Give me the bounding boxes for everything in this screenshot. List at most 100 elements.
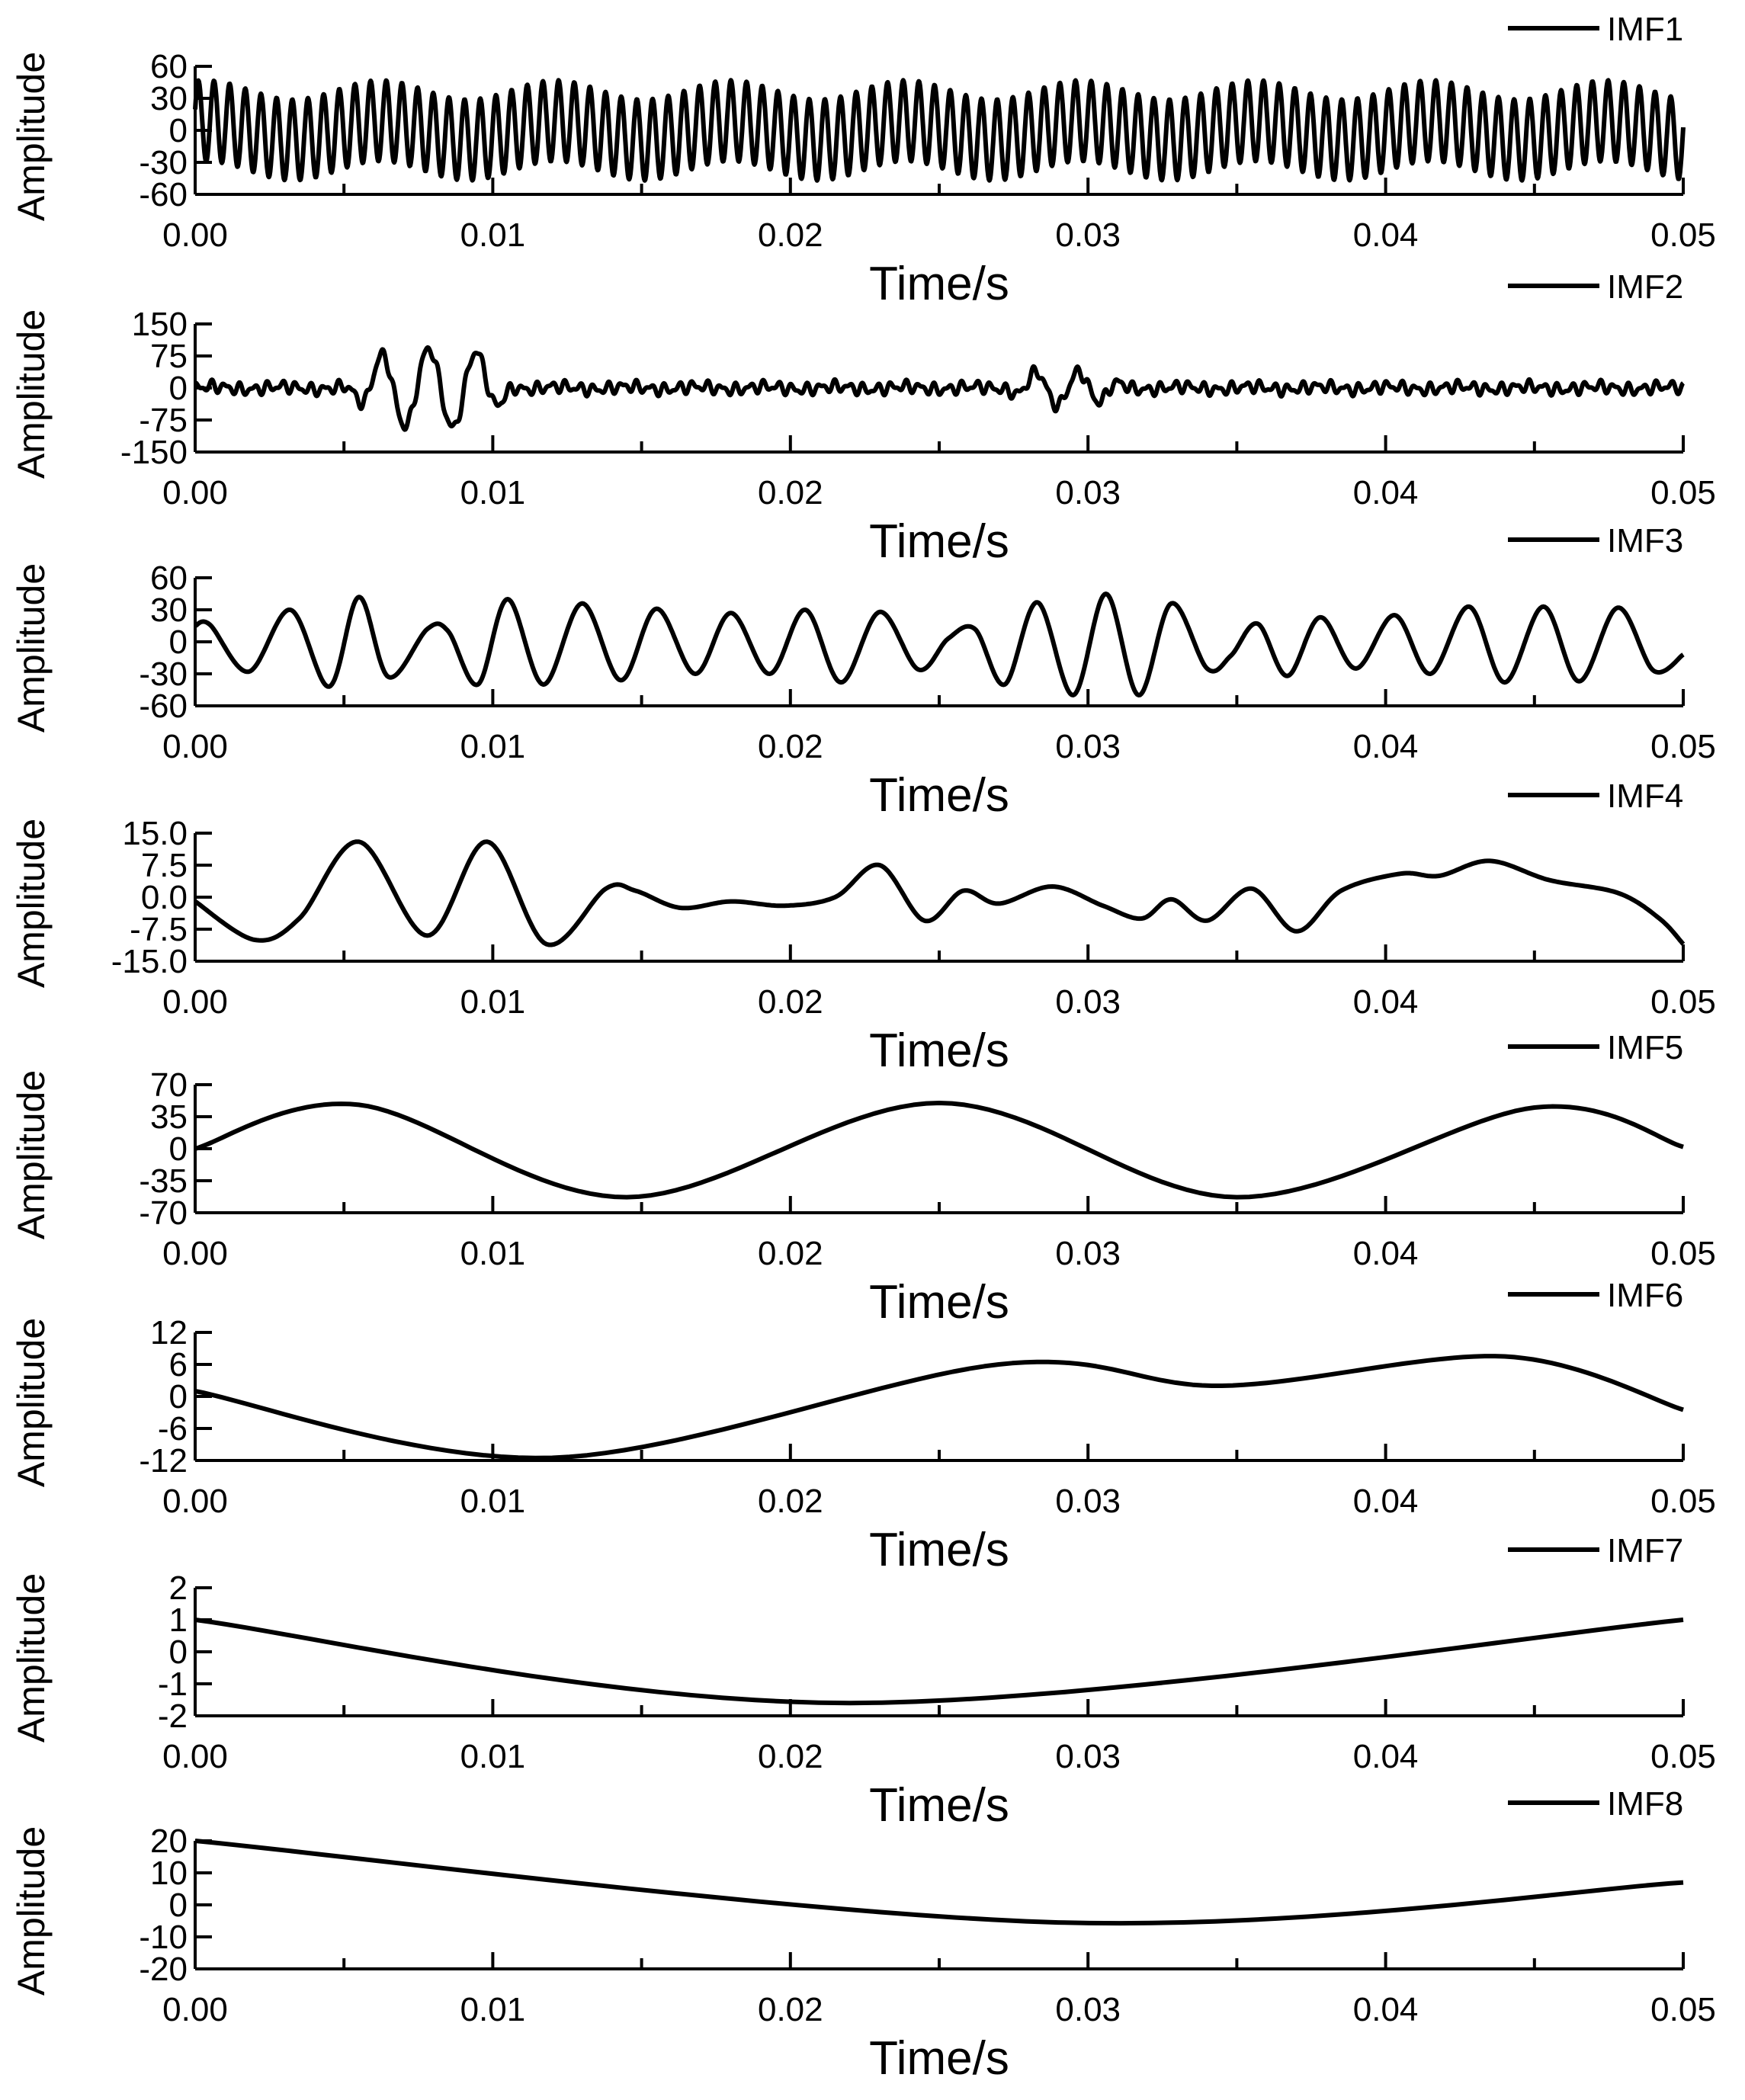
legend-label: IMF3 (1607, 522, 1683, 559)
y-tick-label: -2 (158, 1698, 188, 1735)
x-tick-label: 0.01 (460, 983, 526, 1021)
x-tick-label: 0.03 (1055, 1483, 1121, 1520)
y-tick-label: -10 (139, 1919, 188, 1956)
legend-label: IMF6 (1607, 1277, 1683, 1314)
y-tick-label: 20 (150, 1823, 188, 1860)
legend-label: IMF1 (1607, 11, 1683, 48)
y-tick-label: 0 (169, 624, 188, 661)
x-tick-label: 0.01 (460, 1991, 526, 2028)
y-tick-label: 60 (150, 48, 188, 85)
y-tick-label: -7.5 (130, 911, 188, 948)
x-tick-label: 0.04 (1353, 983, 1419, 1021)
y-tick-label: 0 (169, 1378, 188, 1415)
series-line-imf7 (194, 1617, 1684, 1706)
x-tick-label: 0.03 (1055, 728, 1121, 765)
x-axis-title: Time/s (869, 769, 1009, 822)
x-tick-label: 0.05 (1650, 1235, 1716, 1272)
y-tick-label: -20 (139, 1951, 188, 1988)
y-tick-label: 30 (150, 80, 188, 117)
x-tick-label: 0.00 (162, 1738, 228, 1775)
x-tick-label: 0.02 (758, 1483, 823, 1520)
panel-imf7: 210-1-20.00 0.01 0.02 0.03 0.04 0.05 Time/s Amp… (10, 1532, 1716, 1832)
y-tick-label: 0 (169, 370, 188, 407)
x-tick-label: 0.00 (162, 1483, 228, 1520)
legend-label: IMF7 (1607, 1532, 1683, 1569)
series-line-imf1 (193, 78, 1686, 183)
x-tick-label: 0.04 (1353, 1738, 1419, 1775)
legend-label: IMF5 (1607, 1029, 1683, 1066)
x-tick-label: 0.00 (162, 474, 228, 511)
x-tick-label: 0.03 (1055, 474, 1121, 511)
x-tick-label: 0.01 (460, 1738, 526, 1775)
y-tick-label: -30 (139, 656, 188, 693)
y-tick-label: -150 (120, 434, 188, 471)
x-tick-label: 0.05 (1650, 216, 1716, 254)
series-line-imf2 (193, 345, 1686, 432)
y-tick-label: -6 (158, 1410, 188, 1448)
legend-label: IMF4 (1607, 777, 1683, 815)
x-tick-label: 0.05 (1650, 728, 1716, 765)
x-tick-label: 0.04 (1353, 216, 1419, 254)
x-tick-label: 0.05 (1650, 1991, 1716, 2028)
series-line-imf5 (194, 1101, 1684, 1200)
x-tick-label: 0.03 (1055, 216, 1121, 254)
x-tick-label: 0.00 (162, 1991, 228, 2028)
y-tick-label: 0 (169, 1887, 188, 1924)
x-tick-label: 0.01 (460, 1483, 526, 1520)
x-tick-label: 0.00 (162, 728, 228, 765)
x-tick-label: 0.05 (1650, 1738, 1716, 1775)
legend-label: IMF8 (1607, 1785, 1683, 1823)
y-tick-label: 150 (132, 306, 188, 343)
y-tick-label: 15.0 (122, 815, 188, 852)
y-tick-label: -60 (139, 688, 188, 725)
y-tick-label: -35 (139, 1162, 188, 1200)
x-tick-label: 0.01 (460, 474, 526, 511)
y-axis-title: Amplitude (10, 1318, 53, 1487)
series-line-imf4 (194, 839, 1686, 947)
x-tick-label: 0.00 (162, 983, 228, 1021)
y-axis-title: Amplitude (10, 819, 53, 988)
x-axis-title: Time/s (869, 2032, 1009, 2085)
series-line-imf6 (194, 1354, 1684, 1460)
y-tick-label: 30 (150, 592, 188, 629)
x-tick-label: 0.00 (162, 1235, 228, 1272)
y-tick-label: 1 (169, 1601, 188, 1639)
y-tick-label: 0 (169, 1634, 188, 1671)
x-tick-label: 0.05 (1650, 983, 1716, 1021)
x-axis-title: Time/s (869, 515, 1009, 568)
y-tick-label: 60 (150, 559, 188, 597)
y-tick-label: -12 (139, 1442, 188, 1480)
y-axis-title: Amplitude (10, 563, 53, 733)
x-tick-label: 0.04 (1353, 728, 1419, 765)
y-tick-label: -75 (139, 402, 188, 439)
x-tick-label: 0.04 (1353, 474, 1419, 511)
y-tick-label: 12 (150, 1314, 188, 1351)
y-tick-label: -1 (158, 1666, 188, 1703)
x-tick-label: 0.03 (1055, 1235, 1121, 1272)
y-axis-title: Amplitude (10, 1826, 53, 1996)
x-tick-label: 0.03 (1055, 1738, 1121, 1775)
x-tick-label: 0.01 (460, 216, 526, 254)
x-tick-label: 0.00 (162, 216, 228, 254)
y-tick-label: 0.0 (141, 879, 188, 916)
y-axis-title: Amplitude (10, 1070, 53, 1239)
x-tick-label: 0.02 (758, 216, 823, 254)
y-tick-label: -15.0 (111, 943, 188, 980)
series-line-imf8 (194, 1839, 1684, 1926)
y-tick-label: -60 (139, 176, 188, 213)
x-tick-label: 0.01 (460, 728, 526, 765)
x-axis-title: Time/s (869, 258, 1009, 310)
y-tick-label: -30 (139, 144, 188, 181)
x-tick-label: 0.05 (1650, 1483, 1716, 1520)
y-tick-label: 2 (169, 1569, 188, 1607)
x-tick-label: 0.02 (758, 728, 823, 765)
x-tick-label: 0.04 (1353, 1991, 1419, 2028)
x-tick-label: 0.02 (758, 1991, 823, 2028)
x-tick-label: 0.02 (758, 983, 823, 1021)
